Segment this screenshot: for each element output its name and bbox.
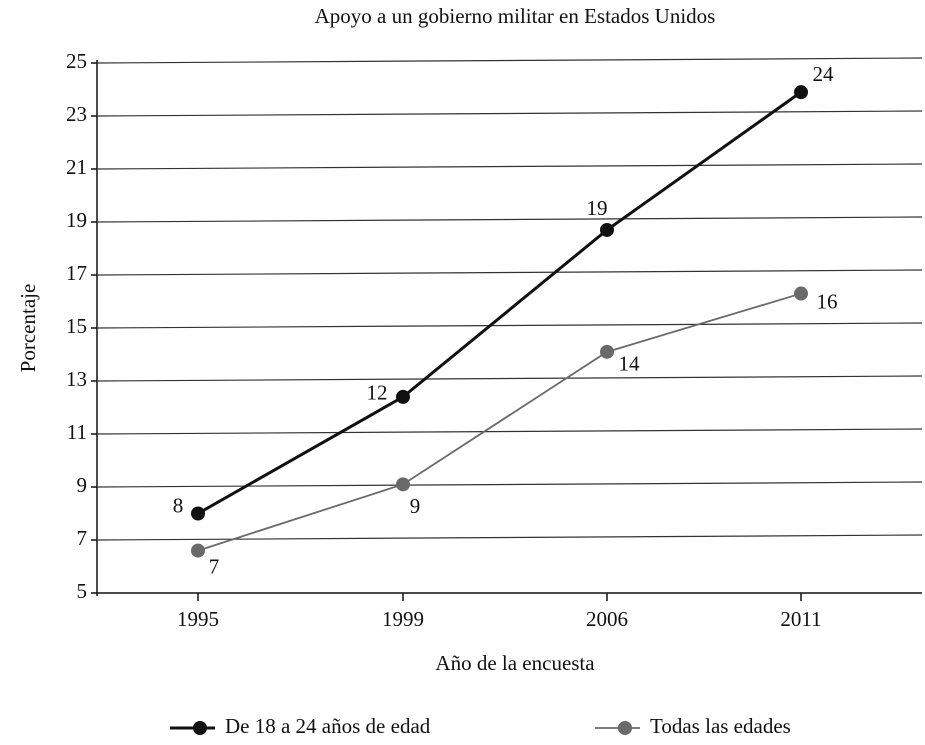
point-marker	[600, 344, 614, 359]
legend-marker	[193, 721, 207, 735]
data-label: 19	[587, 196, 608, 220]
grid-line	[96, 163, 923, 170]
y-tick-label: 23	[66, 102, 87, 126]
legend-label: De 18 a 24 años de edad	[225, 714, 431, 738]
y-tick-label: 15	[66, 314, 87, 338]
point-marker	[191, 543, 205, 558]
grid-line	[96, 216, 923, 223]
y-axis-label: Porcentaje	[16, 284, 40, 373]
grid-line	[96, 428, 923, 435]
point-marker	[794, 85, 808, 100]
point-marker	[600, 222, 614, 237]
grid-line	[96, 481, 923, 488]
point-marker	[396, 477, 410, 492]
grid-line	[96, 375, 923, 382]
y-tick-label: 13	[66, 367, 87, 391]
legend-marker	[618, 721, 632, 735]
data-label: 8	[173, 493, 184, 517]
x-tick-label: 1995	[177, 607, 219, 631]
point-marker	[396, 389, 410, 404]
data-label: 14	[619, 352, 641, 376]
grid-line	[96, 269, 923, 276]
chart-title: Apoyo a un gobierno militar en Estados U…	[315, 4, 716, 28]
y-tick-label: 11	[67, 420, 87, 444]
series-line	[197, 90, 802, 515]
grid-line	[96, 110, 923, 117]
y-tick-label: 7	[77, 526, 88, 550]
y-tick-label: 25	[66, 49, 87, 73]
y-tick-label: 9	[77, 473, 88, 497]
y-tick-label: 19	[66, 208, 87, 232]
grid-line	[96, 322, 923, 329]
point-marker	[794, 286, 808, 301]
y-tick-label: 5	[77, 579, 88, 603]
legend-label: Todas las edades	[650, 714, 791, 738]
series-line	[197, 292, 802, 552]
grid-line	[96, 57, 923, 64]
data-label: 9	[410, 494, 421, 518]
x-tick-label: 2011	[780, 607, 821, 631]
data-label: 12	[367, 381, 388, 405]
grid-line	[96, 534, 923, 541]
data-label: 24	[813, 62, 835, 86]
x-axis-label: Año de la encuesta	[435, 651, 595, 675]
y-tick-label: 17	[66, 261, 87, 285]
point-marker	[191, 506, 205, 521]
y-tick-label: 21	[66, 155, 87, 179]
x-tick-label: 1999	[382, 607, 424, 631]
data-label: 16	[817, 289, 838, 313]
data-label: 7	[209, 554, 220, 578]
x-tick-label: 2006	[586, 607, 628, 631]
